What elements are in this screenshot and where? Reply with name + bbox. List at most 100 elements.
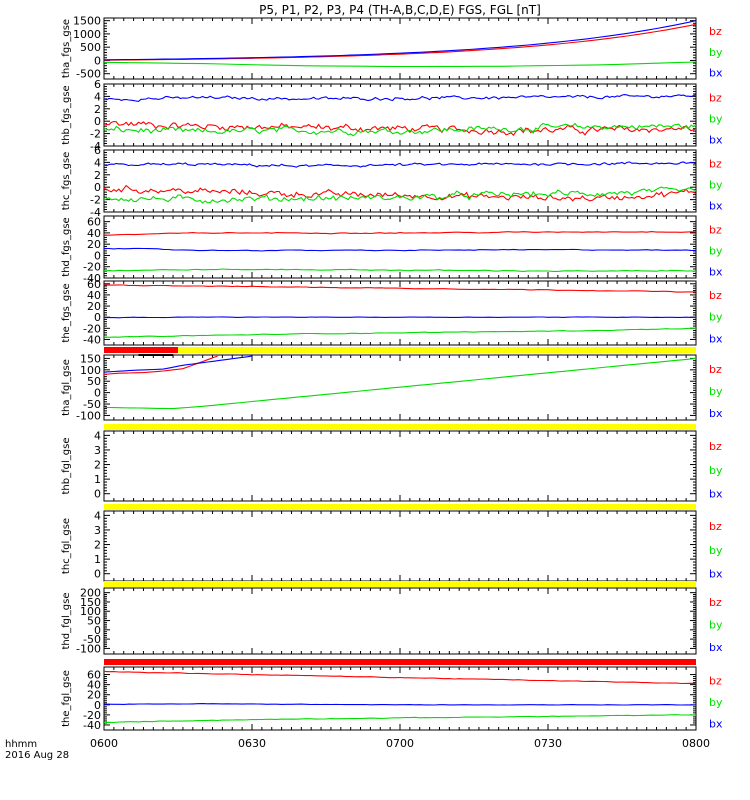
plot-title: P5, P1, P2, P3, P4 (TH-A,B,C,D,E) FGS, F… xyxy=(259,3,541,17)
x-tick-label: 0700 xyxy=(386,737,414,750)
y-tick-label: 0 xyxy=(94,311,101,324)
status-bars xyxy=(104,347,696,665)
series-line-bx xyxy=(104,316,696,319)
y-tick-label: 100 xyxy=(80,364,101,377)
legend-bz: bz xyxy=(709,91,722,104)
series-line-bx xyxy=(104,703,696,706)
status-bar-segment-yellow xyxy=(178,347,696,353)
y-tick-label: 3 xyxy=(94,524,101,537)
y-tick-label: -4 xyxy=(90,206,101,219)
x-tick-label: 0800 xyxy=(682,737,710,750)
legend-bz: bz xyxy=(709,440,722,453)
legend-by: by xyxy=(709,244,723,257)
y-tick-label: -20 xyxy=(83,322,101,335)
legend-bz: bz xyxy=(709,223,722,236)
legend-bz: bz xyxy=(709,520,722,533)
y-tick-label: 2 xyxy=(94,539,101,552)
y-tick-label: -500 xyxy=(76,68,101,81)
panel-thb-fgl-gse: 4 3 21 0 thb_fgl_gse bz by bx xyxy=(61,429,723,502)
y-tick-label: 4 xyxy=(94,90,101,103)
y-tick-label: 50 xyxy=(87,615,101,628)
panel-frame xyxy=(103,510,697,582)
y-axis-label: thb_fgl_gse xyxy=(61,438,72,495)
y-tick-label: -50 xyxy=(83,633,101,646)
status-bar xyxy=(104,659,696,665)
series-line-by xyxy=(104,186,696,204)
x-tick-label: 0600 xyxy=(90,737,118,750)
status-bar-segment-yellow xyxy=(104,424,696,430)
legend-by: by xyxy=(709,544,723,557)
x-tick-label: 0630 xyxy=(238,737,266,750)
legend-bz: bz xyxy=(709,596,722,609)
y-tick-label: -40 xyxy=(83,719,101,732)
date-label: 2016 Aug 28 xyxy=(5,750,69,761)
panel-frame xyxy=(103,215,697,279)
legend-bz: bz xyxy=(709,289,722,302)
y-axis-label: tha_fgl_gse xyxy=(61,359,72,416)
status-bar xyxy=(104,581,696,587)
y-tick-label: 2 xyxy=(94,103,101,116)
y-tick-label: 150 xyxy=(80,596,101,609)
y-tick-label: 20 xyxy=(87,238,101,251)
y-tick-label: -2 xyxy=(90,128,101,141)
legend-by: by xyxy=(709,696,723,709)
y-axis-label: the_fgs_gse xyxy=(61,283,72,342)
y-tick-label: 3 xyxy=(94,444,101,457)
y-tick-label: 0 xyxy=(94,181,101,194)
series-line-bz xyxy=(104,184,696,202)
y-tick-label: -20 xyxy=(83,709,101,722)
y-tick-label: -50 xyxy=(83,398,101,411)
y-tick-label: 1 xyxy=(94,553,101,566)
series-line-by xyxy=(104,357,696,410)
legend-bz: bz xyxy=(709,157,722,170)
legend-bx: bx xyxy=(709,407,723,420)
panel-frame xyxy=(103,587,697,655)
series-line-bx xyxy=(104,247,696,252)
y-tick-label: 60 xyxy=(87,216,101,229)
series-line-bz xyxy=(104,670,696,685)
y-axis-label: thd_fgs_gse xyxy=(61,217,72,276)
series-line-bz xyxy=(104,23,696,61)
y-tick-label: 1000 xyxy=(73,28,101,41)
y-tick-label: -100 xyxy=(76,409,101,422)
status-bar xyxy=(104,347,696,356)
legend-bz: bz xyxy=(709,675,722,688)
panel-frame xyxy=(103,17,697,80)
series-line-by xyxy=(104,122,696,137)
series-line-bx xyxy=(104,20,696,61)
y-tick-label: 150 xyxy=(80,352,101,365)
y-tick-label: 40 xyxy=(87,227,101,240)
status-bar-segment-red xyxy=(104,659,696,665)
series-line-bz xyxy=(104,284,696,293)
legend-bx: bx xyxy=(709,568,723,581)
x-tick-label: 0730 xyxy=(534,737,562,750)
y-tick-label: 4 xyxy=(94,156,101,169)
series-line-bx xyxy=(104,161,696,168)
y-tick-label: -40 xyxy=(83,333,101,346)
status-bar-segment-red xyxy=(104,347,178,353)
status-bar-segment-black xyxy=(138,354,174,356)
series-line-by xyxy=(104,714,696,724)
time-unit-label: hhmm xyxy=(5,739,37,750)
legend-bx: bx xyxy=(709,641,723,654)
y-tick-label: 200 xyxy=(80,587,101,600)
series-line-by xyxy=(104,61,696,68)
series-line-bz xyxy=(104,120,696,137)
legend-bx: bx xyxy=(709,67,723,80)
y-tick-label: 0 xyxy=(94,115,101,128)
y-tick-label: -40 xyxy=(83,272,101,285)
y-tick-label: 1 xyxy=(94,473,101,486)
status-bar-segment-yellow xyxy=(104,504,696,510)
y-tick-label: 20 xyxy=(87,300,101,313)
legend-bz: bz xyxy=(709,25,722,38)
panel-thc-fgl-gse: 4 3 21 0 thc_fgl_gse bz by bx xyxy=(61,509,723,582)
series-line-bx xyxy=(104,355,253,373)
y-axis-label: the_fgl_gse xyxy=(61,670,72,727)
y-tick-label: 4 xyxy=(94,509,101,522)
